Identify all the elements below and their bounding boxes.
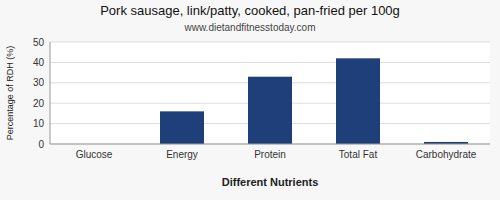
- y-axis-label: Percentage of RDH (%): [5, 46, 15, 141]
- chart-svg: Pork sausage, link/patty, cooked, pan-fr…: [0, 0, 500, 200]
- bar: [336, 58, 380, 144]
- chart-container: Pork sausage, link/patty, cooked, pan-fr…: [0, 0, 500, 200]
- grid-line: [50, 144, 490, 145]
- y-tick-label: 30: [33, 77, 45, 88]
- x-tick-label: Carbohydrate: [416, 149, 477, 160]
- x-tick-label: Protein: [254, 149, 286, 160]
- y-tick-label: 0: [38, 139, 44, 150]
- x-tick-label: Energy: [166, 149, 198, 160]
- x-axis: Glucose Energy Protein Total Fat Carbohydrat…: [76, 149, 477, 160]
- grid-line: [50, 62, 490, 63]
- y-tick-label: 50: [33, 37, 45, 48]
- bar: [160, 111, 204, 144]
- page: {"chart_data": {"type": "bar", "title": …: [0, 0, 500, 200]
- y-tick-label: 40: [33, 57, 45, 68]
- title: Pork sausage, link/patty, cooked, pan-fr…: [100, 3, 400, 18]
- y-tick-label: 20: [33, 98, 45, 109]
- x-tick-label: Total Fat: [339, 149, 378, 160]
- bars: [160, 58, 468, 144]
- y-tick-label: 10: [33, 118, 45, 129]
- subtitle: www.dietandfitnesstoday.com: [184, 22, 316, 33]
- y-axis-line: [50, 42, 51, 144]
- x-axis-line: [50, 144, 490, 145]
- bar: [248, 77, 292, 144]
- grid-line: [50, 42, 490, 43]
- x-axis-label: Different Nutrients: [222, 176, 319, 188]
- plot-background: [50, 42, 490, 144]
- x-tick-label: Glucose: [76, 149, 113, 160]
- y-axis: 0 10 20 30 40 50: [33, 37, 490, 150]
